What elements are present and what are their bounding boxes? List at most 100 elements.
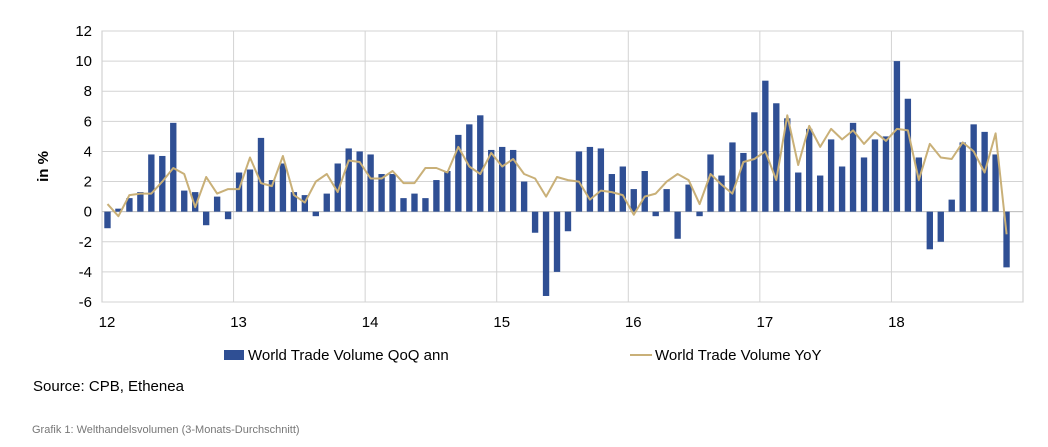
y-tick-label: -4 <box>79 264 92 281</box>
chart-area: -6 -4 -2 0 2 4 6 8 10 12 12 13 14 15 16 17 18 in % World … <box>35 23 1024 364</box>
bar <box>586 146 594 212</box>
bar <box>290 192 298 212</box>
bar <box>444 171 451 212</box>
bar <box>970 124 977 212</box>
bar <box>795 172 802 212</box>
bar <box>356 151 363 212</box>
bar <box>488 149 495 212</box>
y-axis-label: in % <box>35 151 52 182</box>
legend: World Trade Volume QoQ ann World Trade Vo… <box>224 347 822 364</box>
bar <box>520 181 528 212</box>
bar <box>893 61 901 212</box>
bar <box>849 122 857 212</box>
bar <box>104 211 111 229</box>
legend-line-label: World Trade Volume YoY <box>655 347 822 364</box>
y-tick-label: -2 <box>79 234 92 251</box>
bar <box>707 154 714 212</box>
y-tick-label: 4 <box>84 143 92 160</box>
x-tick-label: 17 <box>757 314 774 331</box>
x-tick-label: 16 <box>625 314 642 331</box>
grid-layer <box>101 30 1024 303</box>
y-tick-label: 8 <box>84 83 92 100</box>
legend-bar-swatch <box>224 350 244 360</box>
bar <box>181 190 188 212</box>
bar <box>871 139 879 212</box>
bar <box>389 174 396 212</box>
bar <box>433 180 440 212</box>
bar <box>564 211 572 232</box>
y-tick-label: 0 <box>84 204 92 221</box>
bar <box>816 175 824 212</box>
bar <box>959 142 966 212</box>
bar <box>619 166 626 212</box>
bar <box>477 115 484 212</box>
bar <box>334 163 341 212</box>
bar <box>466 124 473 212</box>
bar <box>268 180 276 212</box>
bar <box>159 155 166 212</box>
y-tick-label: 12 <box>75 23 92 40</box>
bar <box>751 112 758 212</box>
bar <box>115 208 122 212</box>
bar <box>257 137 265 212</box>
bar <box>926 211 933 250</box>
bar <box>455 134 462 212</box>
bar <box>279 163 287 212</box>
source-note: Source: CPB, Ethenea <box>33 378 184 395</box>
bar <box>762 80 769 212</box>
x-tick-label: 12 <box>99 314 116 331</box>
bar <box>148 154 155 212</box>
bar <box>192 192 199 212</box>
bar <box>422 198 429 212</box>
bar <box>674 211 681 239</box>
bar <box>323 193 330 212</box>
bar <box>992 154 999 212</box>
y-tick-label: -6 <box>79 294 92 311</box>
bar <box>915 157 923 212</box>
bar <box>663 189 670 212</box>
bar <box>904 98 912 212</box>
bar <box>312 211 319 217</box>
bar <box>860 157 868 212</box>
bar <box>213 196 221 212</box>
bar <box>740 152 747 212</box>
line-series-layer <box>106 114 1008 235</box>
x-tick-label: 14 <box>362 314 379 331</box>
bar <box>553 211 561 272</box>
bar <box>202 211 210 226</box>
bar <box>827 139 835 212</box>
bar <box>806 128 813 212</box>
yoy-line <box>106 114 1008 235</box>
legend-bar-label: World Trade Volume QoQ ann <box>248 347 449 364</box>
bar <box>400 198 407 212</box>
bar <box>937 211 944 242</box>
axis-layer: -6 -4 -2 0 2 4 6 8 10 12 12 13 14 15 16 17 18 in % <box>35 23 905 331</box>
bar <box>531 211 539 233</box>
bar <box>499 146 506 212</box>
bar <box>126 198 133 212</box>
bar <box>696 211 703 217</box>
bar <box>729 142 736 212</box>
bar <box>235 172 243 212</box>
bar <box>641 171 648 212</box>
bar <box>378 174 385 212</box>
bar <box>773 103 780 212</box>
x-tick-label: 15 <box>493 314 510 331</box>
bar <box>882 136 890 212</box>
bar <box>718 175 725 212</box>
bar <box>948 199 955 212</box>
x-tick-label: 18 <box>888 314 905 331</box>
y-tick-label: 10 <box>75 53 92 70</box>
y-tick-label: 2 <box>84 174 92 191</box>
bar <box>652 211 659 217</box>
bar-series-layer <box>104 61 1010 296</box>
bar <box>542 211 550 296</box>
bar <box>509 149 517 212</box>
bar <box>224 211 232 220</box>
bar <box>367 154 374 212</box>
bar <box>345 148 352 212</box>
bar <box>411 193 418 212</box>
bar <box>597 148 605 212</box>
bar <box>246 169 254 212</box>
figure-caption: Grafik 1: Welthandelsvolumen (3-Monats-D… <box>32 424 300 436</box>
